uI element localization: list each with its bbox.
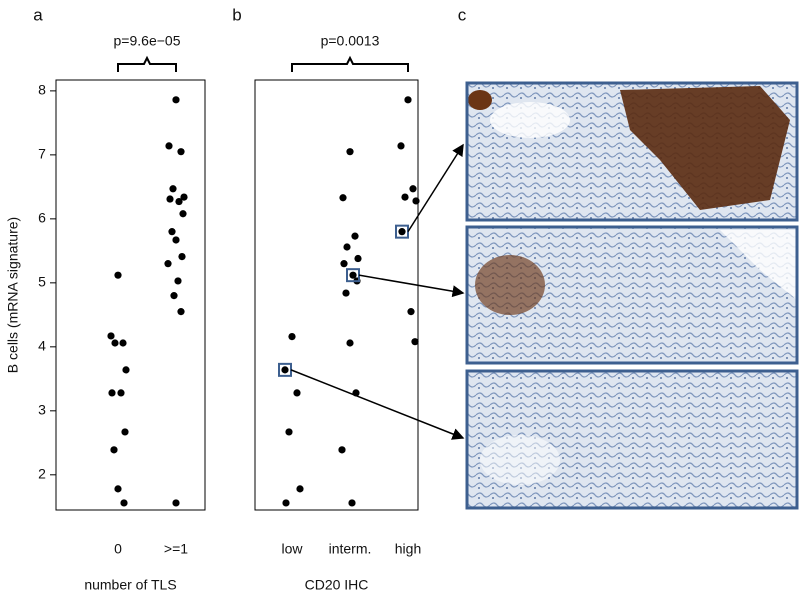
data-point <box>281 366 289 374</box>
data-point <box>172 236 180 244</box>
data-point <box>282 499 290 507</box>
data-point <box>179 210 187 218</box>
data-point <box>120 499 128 507</box>
data-point <box>351 232 359 240</box>
micrograph-3 <box>465 369 799 510</box>
data-point <box>114 271 122 279</box>
data-point <box>288 332 296 341</box>
x-tick-label: interm. <box>329 541 372 557</box>
p-value: p=0.0013 <box>321 33 380 49</box>
x-tick-label: >=1 <box>164 541 188 557</box>
data-point <box>411 338 419 346</box>
data-point <box>114 485 122 493</box>
data-point <box>354 254 362 263</box>
arrow <box>358 274 465 298</box>
panel-label: a <box>33 5 43 24</box>
y-tick-label: 6 <box>38 210 46 226</box>
significance-bracket <box>291 55 409 72</box>
data-point <box>165 142 173 150</box>
x-axis-label: number of TLS <box>84 577 176 593</box>
arrow <box>290 369 465 440</box>
y-tick-label: 8 <box>38 82 46 98</box>
x-tick-label: high <box>395 541 421 557</box>
data-point <box>107 332 115 340</box>
data-point <box>111 339 119 347</box>
data-point <box>349 271 357 279</box>
data-point <box>412 197 420 205</box>
micrograph-1 <box>465 81 799 222</box>
y-tick-label: 3 <box>38 402 46 418</box>
panel-label: c <box>458 5 467 24</box>
data-point <box>340 260 348 268</box>
data-point <box>172 96 180 104</box>
data-point <box>409 185 417 193</box>
data-point <box>177 148 185 156</box>
data-point <box>180 193 188 201</box>
x-axis-label: CD20 IHC <box>305 577 369 593</box>
data-point <box>296 485 304 493</box>
plot-frame <box>254 79 419 511</box>
data-point <box>121 428 129 436</box>
data-point <box>164 260 172 268</box>
data-point <box>338 446 346 454</box>
data-point <box>404 96 412 104</box>
data-point <box>122 366 130 374</box>
data-point <box>346 148 354 156</box>
y-axis-label: B cells (mRNA signature) <box>5 217 21 373</box>
panel-label: b <box>232 5 241 24</box>
p-value: p=9.6e−05 <box>114 33 181 49</box>
data-point <box>342 289 350 297</box>
data-point <box>343 243 351 251</box>
significance-bracket <box>117 55 177 72</box>
data-point <box>346 339 354 347</box>
data-point <box>285 428 293 436</box>
data-point <box>178 253 186 261</box>
data-point <box>169 185 177 193</box>
plot-frame <box>55 79 206 511</box>
x-tick-label: low <box>281 541 303 557</box>
data-point <box>166 195 174 203</box>
data-point <box>174 277 182 285</box>
data-point <box>177 308 185 316</box>
data-point <box>170 292 178 300</box>
data-point <box>397 142 405 150</box>
data-point <box>108 389 116 397</box>
y-tick-label: 5 <box>38 274 46 290</box>
y-tick-label: 2 <box>38 466 46 482</box>
y-tick-label: 4 <box>38 338 46 354</box>
x-tick-label: 0 <box>114 541 122 557</box>
data-point <box>339 194 347 202</box>
data-point <box>172 499 180 507</box>
data-point <box>398 228 406 236</box>
data-point <box>407 308 415 316</box>
data-point <box>175 197 183 206</box>
data-point <box>168 228 176 236</box>
data-point <box>293 389 301 397</box>
data-point <box>401 193 409 201</box>
arrow <box>407 143 464 233</box>
data-point <box>117 389 125 397</box>
data-point <box>348 499 356 507</box>
y-tick-label: 7 <box>38 146 46 162</box>
micrograph-2 <box>465 225 799 365</box>
data-point <box>119 339 127 347</box>
data-point <box>110 446 118 454</box>
